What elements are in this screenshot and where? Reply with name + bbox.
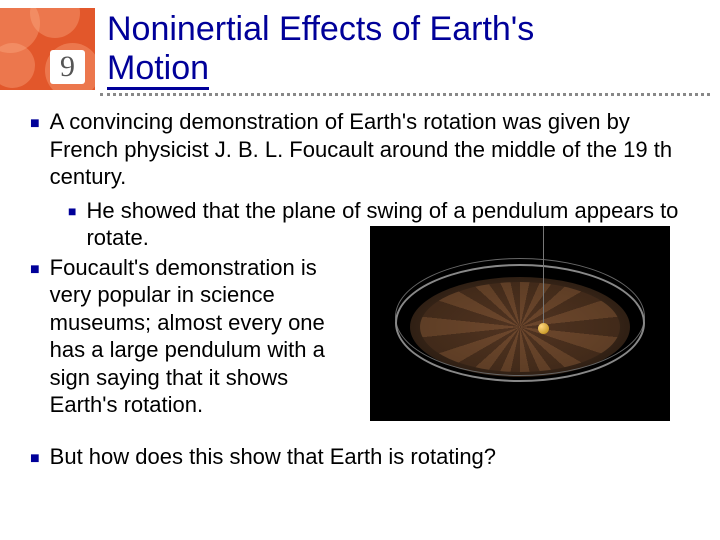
bullet-2-text: Foucault's demonstration is very popular…: [50, 254, 360, 419]
slide-body: ■ A convincing demonstration of Earth's …: [0, 90, 720, 470]
bullet-icon: ■: [30, 260, 40, 419]
bullet-icon: ■: [68, 203, 76, 252]
bullet-icon: ■: [30, 449, 40, 471]
bullet-icon: ■: [30, 114, 40, 191]
bullet-2-row: ■ Foucault's demonstration is very popul…: [30, 254, 692, 425]
slide-title: Noninertial Effects of Earth's Motion: [95, 8, 534, 88]
bullet-3: ■ But how does this show that Earth is r…: [30, 443, 692, 471]
bullet-1: ■ A convincing demonstration of Earth's …: [30, 108, 692, 191]
bullet-1-text: A convincing demonstration of Earth's ro…: [50, 108, 692, 191]
title-line1: Noninertial Effects of Earth's: [107, 10, 534, 48]
foucault-pendulum-image: [370, 226, 670, 421]
title-line2: Motion: [107, 49, 209, 90]
bullet-2: ■ Foucault's demonstration is very popul…: [30, 254, 360, 419]
slide-header: 9 Noninertial Effects of Earth's Motion: [0, 0, 720, 90]
bullet-3-text: But how does this show that Earth is rot…: [50, 443, 692, 471]
dotted-rule: [100, 93, 710, 96]
chapter-badge: 9: [0, 8, 95, 90]
chapter-number: 9: [50, 50, 85, 84]
